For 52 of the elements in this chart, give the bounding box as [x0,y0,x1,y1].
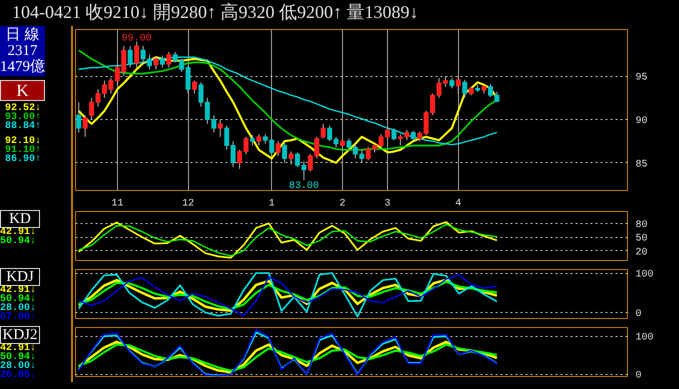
text: 92.52↓ [4,103,42,114]
x-tick-label: 1 [268,198,275,210]
x-tick-label: 11 [111,198,124,210]
y-tick-label: 80 [636,220,648,231]
y-tick-label: 100 [636,270,654,281]
x-tick-label: 2 [339,198,346,210]
y-tick-label: 0 [636,309,642,320]
y-tick-label: 0 [636,370,642,382]
y-tick-label: 90 [636,116,648,128]
candlestick [134,41,140,68]
annotation: 83.00 [288,181,319,192]
x-tick-label: 4 [455,198,462,210]
text: 26.85↓ [0,370,38,381]
candlestick [456,76,461,94]
candlestick [320,123,326,140]
annotation: 99.00 [122,34,152,45]
text: KDJ [0,268,40,286]
text: KD [0,210,40,228]
candlestick [76,102,82,134]
candlestick [250,134,255,146]
candlestick [128,45,133,68]
candlestick [82,114,88,138]
candlestick [391,128,396,141]
candlestick [282,142,288,164]
y-tick-label: 95 [636,72,648,84]
y-tick-label: 100 [636,332,654,344]
text: 2317 [8,43,38,59]
text: 86.90↑ [4,154,42,165]
candlestick [192,80,198,94]
x-tick-label: 3 [384,198,391,210]
text: 1479億 [0,59,45,75]
x-tick-label: 12 [182,198,194,210]
candlestick [256,134,262,146]
candlestick [449,77,454,89]
chart-title: 104-0421 收9210↓ 開9280↑ 高9320 低9200↑ 量13089↓ [11,1,418,24]
text: KDJ2 [0,326,40,344]
y-tick-label: 85 [636,159,648,170]
text: 88.84↑ [4,121,42,132]
text: K [0,80,45,101]
candlestick [166,52,172,68]
candlestick [153,56,158,70]
text: 50.94↓ [0,236,38,247]
candlestick [288,151,294,166]
candlestick [276,140,281,156]
candlestick [340,138,345,150]
text: 日 線 [6,27,40,43]
y-tick-label: 20 [636,247,648,258]
candlestick [410,130,416,142]
text: 67.00↑ [0,312,38,323]
candlestick [462,79,468,98]
y-tick-label: 50 [636,234,648,245]
candlestick [160,54,165,68]
